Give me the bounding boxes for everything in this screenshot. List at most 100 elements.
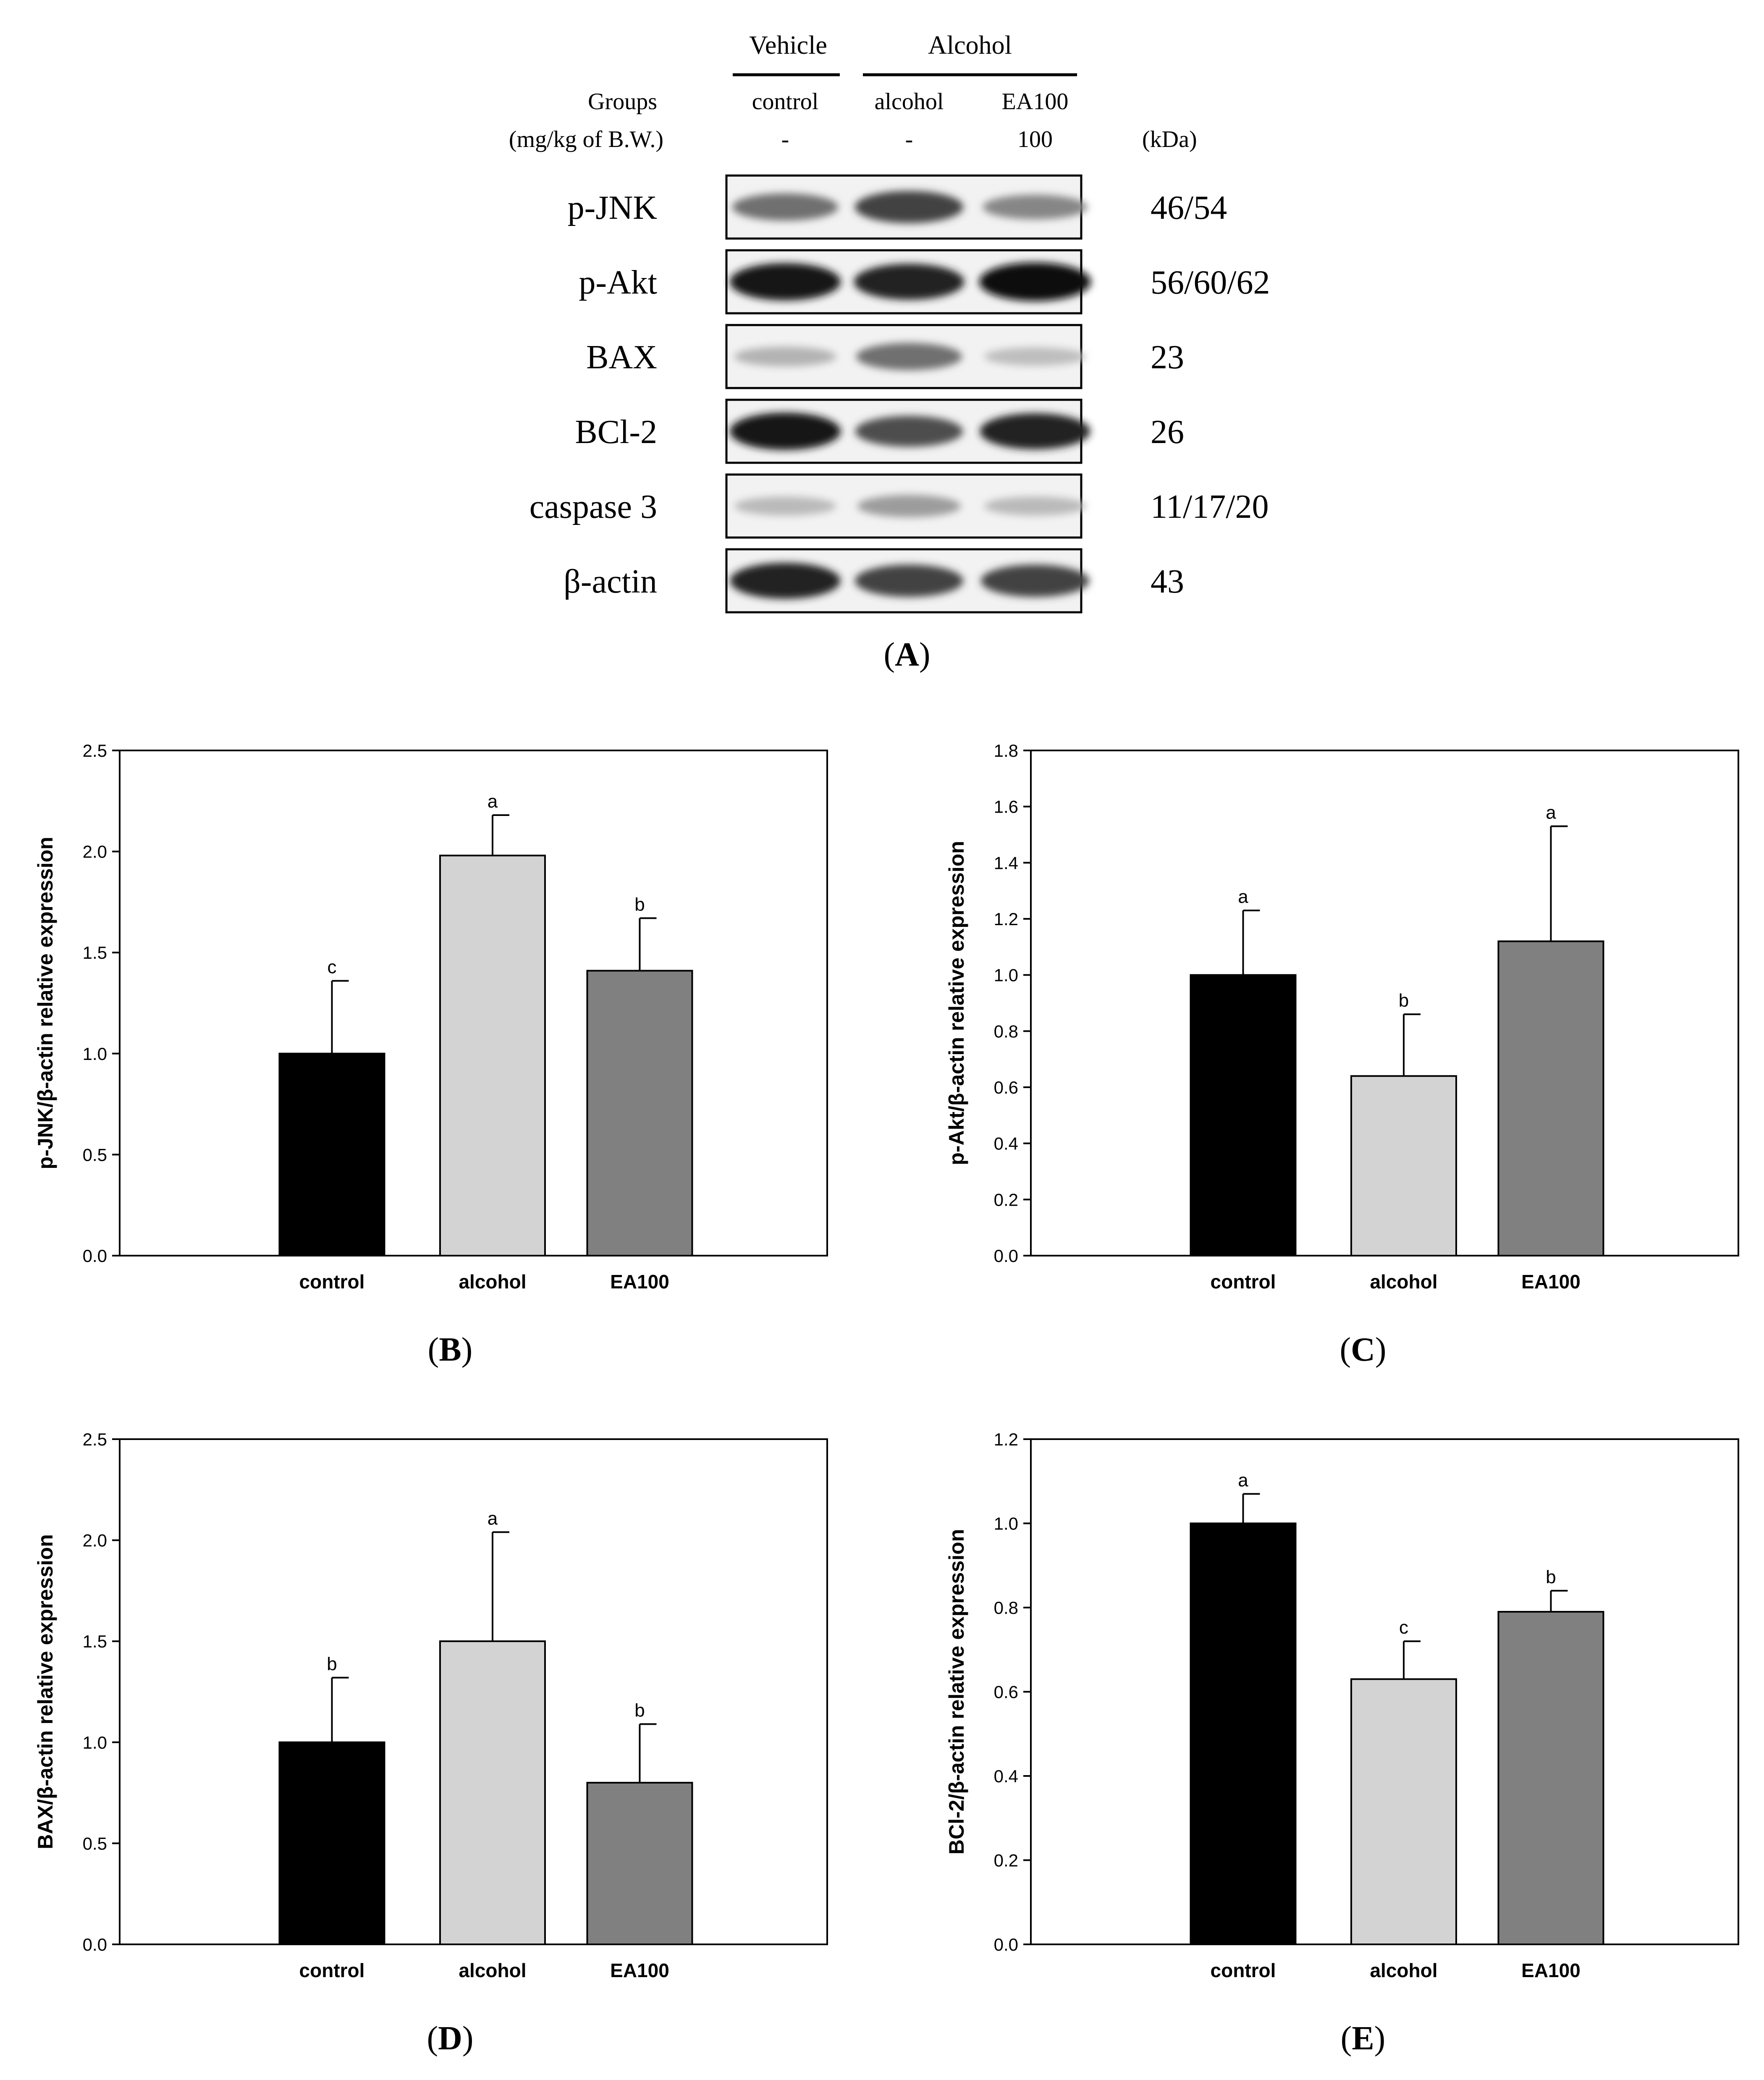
significance-letter: b (634, 894, 645, 915)
y-tick-label: 1.5 (83, 943, 107, 963)
y-tick-label: 1.0 (994, 965, 1018, 985)
y-axis-title: p-JNK/β-actin relative expression (34, 837, 57, 1170)
y-tick-label: 2.5 (83, 1430, 107, 1449)
bar-control (1190, 974, 1297, 1257)
y-tick-label: 0.0 (994, 1935, 1018, 1954)
treatment-label-vehicle: Vehicle (749, 31, 827, 60)
x-tick-label: alcohol (1370, 1959, 1437, 1981)
protein-label: p-JNK (568, 189, 657, 226)
significance-letter: c (1399, 1617, 1408, 1638)
significance-letter: c (328, 957, 337, 978)
y-axis-title: BAX/β-actin relative expression (34, 1534, 57, 1849)
x-tick-label: EA100 (1521, 1959, 1581, 1981)
x-tick-label: EA100 (610, 1959, 669, 1981)
panel-label-e: (E) (1341, 2020, 1386, 2057)
blot-row: BAX 23 (586, 324, 1184, 389)
bar-alcohol (439, 855, 546, 1256)
x-tick-label: control (1211, 1271, 1276, 1293)
blot-band (732, 193, 839, 221)
significance-letter: a (1238, 1470, 1248, 1490)
significance-letter: b (1546, 1567, 1556, 1587)
y-tick-label: 0.8 (994, 1021, 1018, 1041)
kda-value: 43 (1151, 563, 1184, 600)
y-axis-title: BCl-2/β-actin relative expression (945, 1529, 968, 1854)
blot-band (734, 346, 836, 367)
bar-ea100 (586, 970, 693, 1257)
bar-alcohol (1350, 1678, 1457, 1946)
x-tick-label: control (299, 1271, 365, 1293)
x-tick-label: EA100 (610, 1271, 669, 1293)
x-tick-label: alcohol (1370, 1271, 1437, 1293)
y-tick-label: 0.5 (83, 1833, 107, 1853)
blot-band (980, 564, 1090, 597)
y-tick-label: 0.8 (994, 1598, 1018, 1618)
blot-band (983, 194, 1088, 220)
significance-letter: a (1238, 887, 1248, 907)
bar-alcohol (439, 1640, 546, 1945)
blot-row: caspase 3 11/17/20 (529, 473, 1269, 539)
treatment-label-alcohol: Alcohol (928, 31, 1012, 60)
significance-letter: a (488, 791, 498, 812)
lane-dose-control: - (781, 126, 789, 152)
blot-band (734, 496, 836, 516)
x-tick-label: EA100 (1521, 1271, 1581, 1293)
y-tick-label: 2.5 (83, 741, 107, 761)
panel-label-a: (A) (883, 636, 930, 673)
y-tick-label: 1.0 (994, 1514, 1018, 1534)
chart-bcl-2: 0.0 0.2 0.4 0.6 0.8 1.0 1.2 BCl-2/β-actin relat… (945, 1430, 1739, 1981)
kda-header: (kDa) (1142, 126, 1197, 152)
y-tick-label: 1.8 (994, 741, 1018, 761)
y-tick-label: 0.2 (994, 1190, 1018, 1209)
blot-row: p-JNK 46/54 (568, 174, 1227, 240)
y-tick-label: 0.0 (83, 1246, 107, 1266)
bar-ea100 (1497, 940, 1604, 1256)
blot-band (730, 563, 841, 599)
y-tick-label: 1.4 (994, 853, 1018, 873)
chart-p-akt: 0.0 0.2 0.4 0.6 0.8 1.0 1.2 1.4 1.6 1.8 p-Akt/β-ac… (945, 741, 1739, 1293)
blot-band (854, 264, 965, 300)
bar-control (1190, 1522, 1297, 1945)
panel-label-b: (B) (428, 1331, 473, 1368)
bar-ea100 (586, 1782, 693, 1946)
significance-letter: a (1546, 802, 1556, 823)
blot-band (729, 412, 841, 450)
y-tick-label: 0.4 (994, 1134, 1018, 1154)
significance-letter: b (1399, 990, 1409, 1011)
significance-letter: b (634, 1700, 645, 1721)
protein-label: caspase 3 (529, 488, 657, 525)
blot-row: BCl-2 26 (575, 399, 1184, 464)
kda-value: 56/60/62 (1151, 264, 1270, 301)
blot-rows: p-JNK 46/54 p-Akt 56/60/62 BAX 23 BCl-2 26 caspa… (529, 174, 1270, 614)
dose-label: (mg/kg of B.W.) (509, 126, 663, 152)
y-tick-label: 1.0 (83, 1733, 107, 1752)
bar-alcohol (1350, 1075, 1457, 1256)
lane-group-control: control (752, 89, 819, 115)
significance-letter: b (327, 1654, 337, 1674)
lane-dose-alcohol: - (905, 126, 913, 152)
panel-label-c: (C) (1339, 1331, 1386, 1368)
y-tick-label: 0.6 (994, 1078, 1018, 1097)
x-tick-label: control (299, 1959, 365, 1981)
kda-value: 46/54 (1151, 189, 1227, 226)
y-tick-label: 1.0 (83, 1044, 107, 1064)
groups-label: Groups (588, 89, 657, 115)
blot-band (979, 262, 1091, 301)
significance-letter: a (488, 1508, 498, 1529)
western-blot-panel: Vehicle Alcohol Groups (mg/kg of B.W.) (… (509, 31, 1270, 673)
kda-value: 26 (1151, 414, 1184, 451)
y-tick-label: 1.2 (994, 909, 1018, 929)
kda-value: 23 (1151, 339, 1184, 376)
blot-band (855, 416, 963, 447)
kda-value: 11/17/20 (1151, 488, 1269, 525)
x-tick-label: alcohol (459, 1959, 526, 1981)
y-tick-label: 0.0 (83, 1935, 107, 1954)
bar-control (278, 1741, 385, 1945)
lane-group-ea100: EA100 (1002, 89, 1069, 115)
lane-group-alcohol: alcohol (875, 89, 944, 115)
blot-row: p-Akt 56/60/62 (579, 249, 1270, 315)
y-axis-title: p-Akt/β-actin relative expression (945, 841, 968, 1165)
y-tick-label: 0.5 (83, 1145, 107, 1165)
panel-label-d: (D) (427, 2020, 473, 2057)
y-tick-label: 1.2 (994, 1430, 1018, 1449)
blot-band (854, 564, 964, 597)
